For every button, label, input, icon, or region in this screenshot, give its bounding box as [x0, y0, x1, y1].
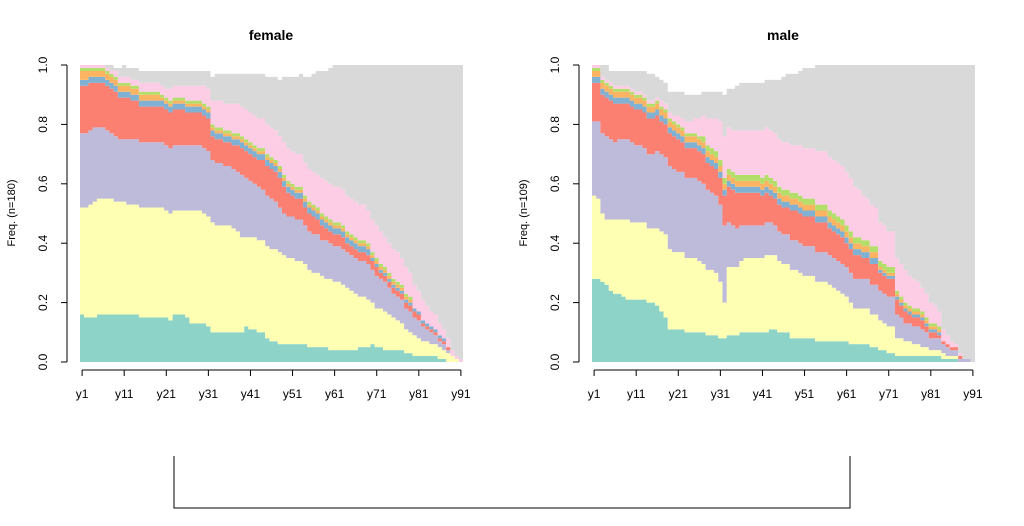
y-tick-label: 0.0	[548, 353, 562, 370]
x-axis: y1 y11 y21 y31 y41 y51 y61 y71 y81 y91	[76, 369, 471, 401]
x-tick-label: y51	[795, 387, 815, 401]
series-area-2	[592, 195, 975, 362]
x-tick-label: y71	[367, 387, 387, 401]
series-area-6	[592, 70, 975, 362]
chart-title: female	[249, 27, 294, 43]
y-tick-label: 1.0	[548, 56, 562, 73]
y-axis-label: Freq. (n=180)	[6, 180, 18, 247]
x-tick-label: y21	[669, 387, 689, 401]
x-tick-label: y91	[963, 387, 983, 401]
x-tick-label: y11	[627, 387, 646, 401]
series-area-5	[592, 76, 975, 362]
series-area-4	[592, 82, 975, 362]
x-tick-label: y1	[76, 387, 89, 401]
y-tick-label: 0.0	[36, 353, 50, 370]
x-tick-label: y1	[588, 387, 601, 401]
y-tick-label: 0.4	[36, 235, 50, 252]
x-tick-label: y91	[451, 387, 471, 401]
x-tick-label: y11	[115, 387, 134, 401]
x-tick-label: y51	[283, 387, 303, 401]
y-axis: 0.0 0.2 0.4 0.6 0.8 1.0	[36, 56, 68, 370]
chart-panel-male: male Freq. (n=109) y1 y11 y21 y31 y41 y51 y61 y…	[518, 27, 983, 401]
x-tick-label: y81	[921, 387, 941, 401]
y-tick-label: 0.2	[36, 294, 50, 311]
x-tick-label: y21	[157, 387, 177, 401]
series-area-1	[592, 278, 975, 362]
x-tick-label: y61	[325, 387, 345, 401]
x-tick-label: y41	[753, 387, 773, 401]
y-tick-label: 0.6	[548, 175, 562, 192]
plot-area	[80, 65, 463, 363]
series-area-3	[80, 127, 463, 363]
series-area-9	[80, 65, 463, 360]
y-tick-label: 0.4	[548, 235, 562, 252]
x-tick-label: y71	[879, 387, 899, 401]
series-area-1	[80, 314, 463, 362]
x-tick-label: y81	[409, 387, 429, 401]
y-tick-label: 0.8	[36, 116, 50, 133]
y-tick-label: 1.0	[36, 56, 50, 73]
series-area-4	[80, 82, 463, 362]
y-axis-label: Freq. (n=109)	[518, 180, 530, 247]
y-tick-label: 0.6	[36, 175, 50, 192]
series-area-9	[592, 65, 975, 362]
series-area-2	[80, 198, 463, 362]
x-tick-label: y61	[837, 387, 857, 401]
plot-area	[592, 65, 975, 363]
x-tick-label: y31	[711, 387, 731, 401]
y-tick-label: 0.8	[548, 116, 562, 133]
chart-title: male	[767, 27, 799, 43]
y-axis: 0.0 0.2 0.4 0.6 0.8 1.0	[548, 56, 580, 370]
chart-panel-female: female Freq. (n=180) y1 y11 y21 y31 y41 y51 y6…	[6, 27, 471, 401]
x-axis: y1 y11 y21 y31 y41 y51 y61 y71 y81 y91	[588, 369, 983, 401]
y-tick-label: 0.2	[548, 294, 562, 311]
x-tick-label: y41	[241, 387, 261, 401]
x-tick-label: y31	[199, 387, 219, 401]
empty-legend-frame	[173, 456, 851, 509]
series-area-3	[592, 121, 975, 363]
